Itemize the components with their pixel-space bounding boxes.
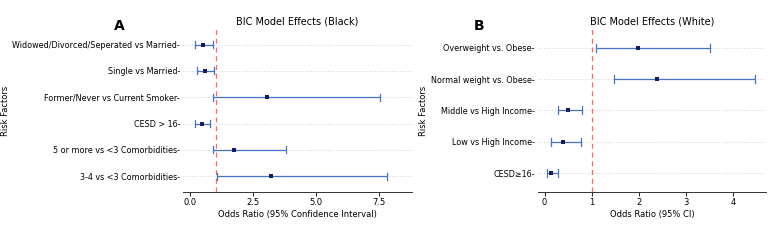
Y-axis label: Risk Factors: Risk Factors xyxy=(1,85,9,136)
Title: BIC Model Effects (White): BIC Model Effects (White) xyxy=(590,17,714,27)
X-axis label: Odds Ratio (95% CI): Odds Ratio (95% CI) xyxy=(610,210,694,219)
X-axis label: Odds Ratio (95% Confidence Interval): Odds Ratio (95% Confidence Interval) xyxy=(218,210,377,219)
Y-axis label: Risk Factors: Risk Factors xyxy=(419,85,428,136)
Text: B: B xyxy=(474,19,484,33)
Title: BIC Model Effects (Black): BIC Model Effects (Black) xyxy=(236,17,359,27)
Text: A: A xyxy=(114,19,125,33)
